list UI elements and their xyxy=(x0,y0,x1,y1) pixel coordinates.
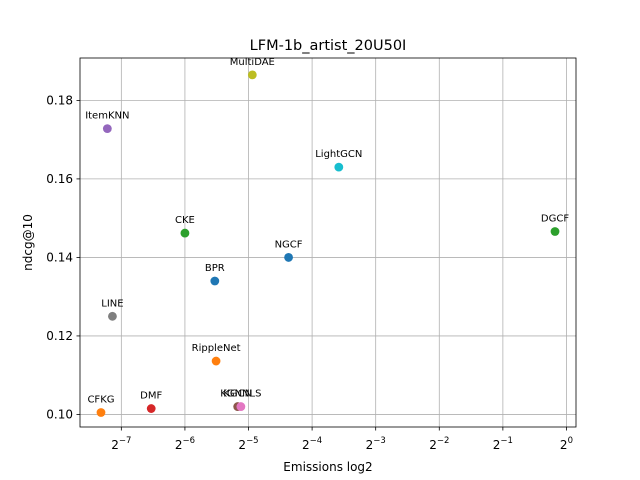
data-point xyxy=(108,311,117,321)
x-tick-exponent: −4 xyxy=(310,436,323,446)
data-point-label: DGCF xyxy=(541,214,569,225)
data-point-label: KGNNLS xyxy=(220,389,261,400)
data-point-labels: CFKG LINE ItemKNN DMF CKE BPR RippleNet KGCNKGN… xyxy=(85,57,569,406)
y-tick-label: 0.10 xyxy=(46,408,73,422)
x-tick-label: 2−4 xyxy=(302,436,322,452)
data-point-label: NGCF xyxy=(275,239,303,250)
data-point-label: BPR xyxy=(205,263,225,274)
data-point-label: CFKG xyxy=(87,394,114,405)
y-tick-label: 0.18 xyxy=(46,94,73,108)
x-tick-exponent: −6 xyxy=(182,436,195,446)
data-point xyxy=(210,276,220,286)
x-tick-label: 2−7 xyxy=(111,436,131,452)
plot-frame xyxy=(79,57,577,428)
y-tick-label: 0.12 xyxy=(46,329,73,343)
data-point xyxy=(146,404,156,413)
x-tick-base: 2 xyxy=(302,438,310,452)
data-point-label: ItemKNN xyxy=(85,111,129,122)
y-axis-ticks: 0.10 0.12 0.14 0.16 0.18 xyxy=(46,94,80,422)
data-point-label: DMF xyxy=(140,391,162,402)
data-point xyxy=(102,124,112,134)
x-tick-base: 2 xyxy=(429,438,437,452)
x-tick-label: 2−2 xyxy=(429,436,449,452)
plot-area xyxy=(80,58,576,427)
x-tick-exponent: −5 xyxy=(246,436,259,446)
x-tick-base: 2 xyxy=(493,438,501,452)
data-point-label: CKE xyxy=(175,215,195,226)
x-tick-exponent: −3 xyxy=(373,436,386,446)
data-point xyxy=(550,227,560,236)
data-point xyxy=(236,402,246,411)
data-point xyxy=(334,162,344,172)
x-tick-exponent: −1 xyxy=(500,436,513,446)
x-tick-base: 2 xyxy=(560,438,568,452)
data-point xyxy=(284,253,293,262)
x-tick-label: 2−1 xyxy=(493,436,513,452)
data-point-label: LightGCN xyxy=(315,149,362,160)
x-tick-exponent: −7 xyxy=(119,436,132,446)
x-tick-label: 2−3 xyxy=(366,436,386,452)
data-point xyxy=(247,70,257,80)
x-tick-label: 20 xyxy=(560,436,573,452)
x-tick-base: 2 xyxy=(175,438,183,452)
x-axis-ticks: 2−7 2−6 2−5 2−4 2−3 2−2 2−1 20 xyxy=(111,427,573,452)
y-axis-label: ndcg@10 xyxy=(21,214,35,271)
x-tick-label: 2−5 xyxy=(238,436,258,452)
data-point-label: MultiDAE xyxy=(230,57,275,68)
data-point-label: KGCN xyxy=(223,389,252,400)
data-point xyxy=(180,228,190,238)
y-tick-label: 0.16 xyxy=(46,172,73,186)
x-tick-exponent: −2 xyxy=(437,436,450,446)
chart-title: LFM-1b_artist_20U50I xyxy=(250,38,407,54)
data-point xyxy=(96,408,106,417)
x-axis-label: Emissions log2 xyxy=(283,460,372,474)
x-tick-base: 2 xyxy=(366,438,374,452)
data-points xyxy=(96,70,560,417)
y-tick-label: 0.14 xyxy=(46,251,73,265)
x-tick-exponent: 0 xyxy=(568,436,573,446)
data-point-label: LINE xyxy=(101,298,123,309)
data-point xyxy=(211,356,221,366)
x-tick-label: 2−6 xyxy=(175,436,195,452)
x-tick-base: 2 xyxy=(111,438,119,452)
x-tick-base: 2 xyxy=(238,438,246,452)
data-point-label: RippleNet xyxy=(192,343,241,354)
grid xyxy=(80,58,576,427)
